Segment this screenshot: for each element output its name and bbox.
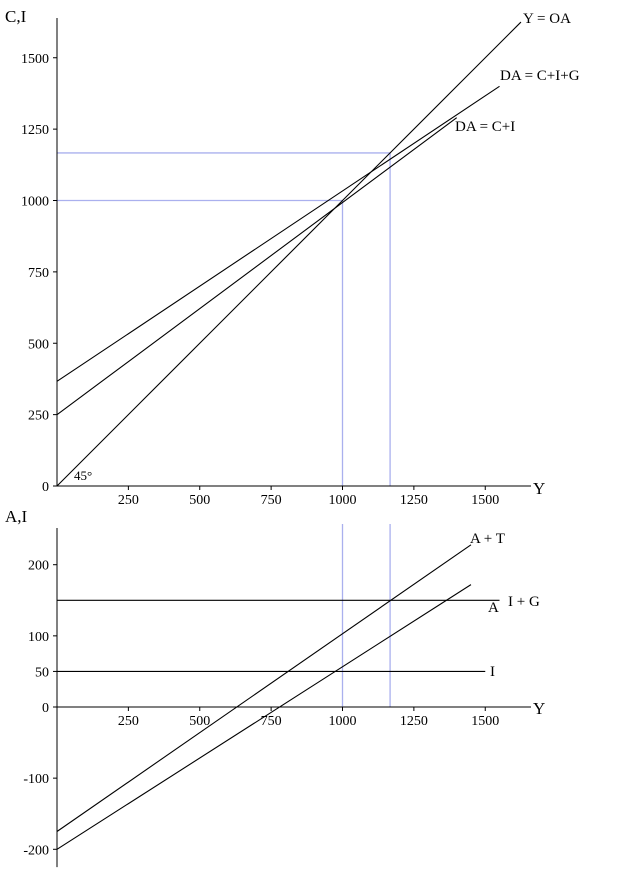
series-line-da-c-i-g [56,85,500,382]
series-line-y-oa [56,21,522,487]
x-tick-label: 1500 [471,714,499,729]
series-label-a: A [488,600,499,616]
y-tick-label: 0 [42,701,49,716]
y-tick-label: 200 [28,559,49,574]
top-chart: C,I Y 250 500 750 1000 1250 1500 0 250 500 750 1000 1… [5,7,580,508]
y-tick-label: 250 [28,409,49,424]
x-tick-label: 750 [261,493,282,508]
x-tick-label: 250 [118,493,139,508]
y-axis-title: A,I [5,507,28,526]
x-tick-label: 750 [261,714,282,729]
series-line-a [56,584,472,850]
series-line-da-c-i [56,117,458,416]
x-tick-label: 1000 [329,714,357,729]
series-label-i: I [490,664,495,680]
series-label-i-g: I + G [508,594,540,610]
y-tick-label: 50 [35,665,49,680]
y-tick-label: 100 [28,630,49,645]
series-label-da-c-i: DA = C+I [455,119,515,135]
x-tick-label: 500 [189,493,210,508]
x-tick-label: 250 [118,714,139,729]
y-tick-label: 1500 [21,52,49,67]
x-axis-title: Y [533,479,545,498]
y-tick-label: 750 [28,266,49,281]
x-tick-label: 1250 [400,493,428,508]
y-tick-label: -200 [23,843,49,858]
x-axis-title: Y [533,699,545,718]
series-line-a-t [56,544,472,832]
series-label-y-oa: Y = OA [523,11,571,27]
y-tick-label: 1000 [21,195,49,210]
x-tick-label: 1250 [400,714,428,729]
y-tick-label: 500 [28,337,49,352]
angle-label: 45° [74,468,92,483]
series-label-da-c-i-g: DA = C+I+G [500,68,580,84]
x-tick-label: 500 [189,714,210,729]
y-tick-label: 0 [42,480,49,495]
y-tick-label: -100 [23,772,49,787]
x-tick-label: 1000 [329,493,357,508]
series-label-a-t: A + T [470,531,505,547]
y-axis-title: C,I [5,7,27,26]
y-tick-label: 1250 [21,123,49,138]
x-tick-label: 1500 [471,493,499,508]
